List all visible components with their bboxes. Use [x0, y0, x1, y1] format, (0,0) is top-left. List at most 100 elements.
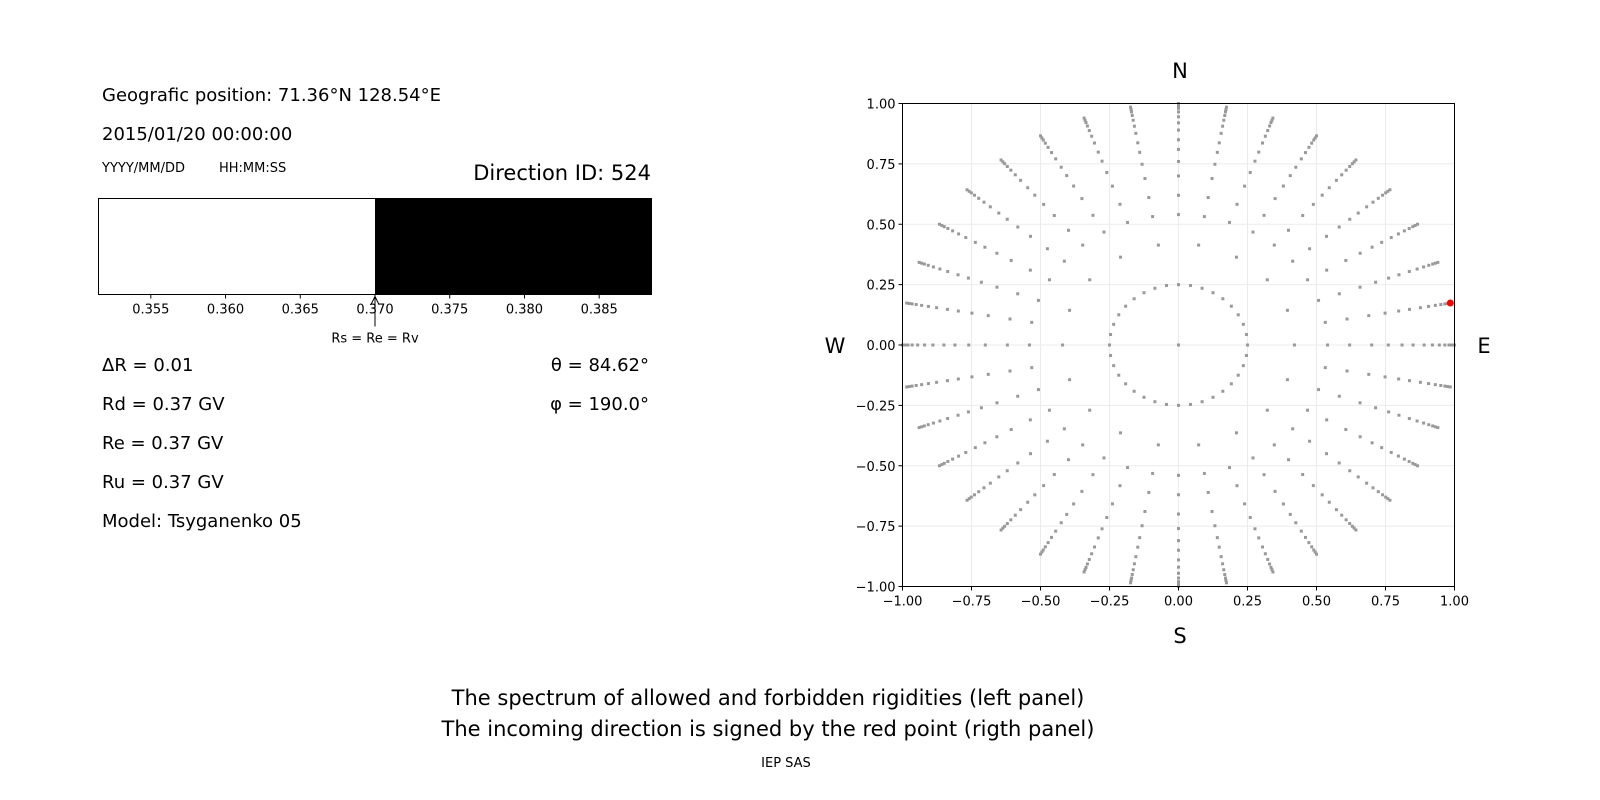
direction-point	[1400, 343, 1404, 347]
direction-point	[1443, 343, 1447, 347]
rd-value: Rd = 0.37 GV	[102, 394, 225, 415]
direction-point	[983, 245, 987, 249]
direction-point	[1003, 524, 1007, 528]
direction-point	[1431, 424, 1435, 428]
x-tick-label: −0.75	[952, 595, 992, 610]
direction-point	[946, 460, 950, 464]
direction-point	[1340, 173, 1344, 177]
direction-point	[1188, 284, 1192, 288]
direction-point	[1222, 568, 1226, 572]
direction-point	[1365, 481, 1369, 485]
y-tick-label: 0.50	[867, 218, 896, 233]
direction-point	[1088, 408, 1092, 412]
direction-point	[1083, 118, 1087, 122]
direction-point	[1177, 582, 1180, 586]
direction-point	[1131, 118, 1135, 122]
direction-point	[1236, 313, 1240, 317]
direction-point	[1177, 174, 1180, 178]
direction-point	[917, 260, 921, 264]
direction-point	[1340, 513, 1344, 517]
direction-point	[1177, 110, 1180, 114]
x-tick-label: 0.355	[132, 303, 169, 318]
credit: IEP SAS	[761, 756, 811, 771]
direction-point	[1177, 343, 1180, 347]
direction-point	[1257, 150, 1261, 154]
direction-point	[1396, 232, 1400, 236]
direction-point	[1320, 493, 1324, 497]
direction-point	[1386, 343, 1390, 347]
direction-point	[1248, 515, 1252, 519]
direction-point	[973, 240, 977, 244]
direction-point	[1387, 410, 1391, 414]
direction-point	[1367, 314, 1371, 318]
direction-point	[1033, 493, 1037, 497]
direction-point	[1039, 552, 1042, 556]
direction-point	[1374, 280, 1378, 284]
direction-point	[1027, 343, 1031, 347]
direction-point	[1376, 490, 1380, 494]
direction-point	[1324, 452, 1328, 456]
direction-point	[1177, 283, 1180, 287]
direction-point	[1083, 568, 1087, 572]
direction-point	[1215, 536, 1219, 540]
direction-point	[1177, 473, 1180, 477]
direction-point	[1241, 364, 1245, 368]
direction-point	[1043, 545, 1047, 549]
direction-point	[1140, 162, 1144, 166]
direction-point	[1244, 333, 1248, 337]
direction-point	[1118, 202, 1122, 206]
direction-point	[1248, 171, 1252, 175]
direction-point	[946, 269, 950, 273]
direction-point	[1224, 105, 1228, 109]
ru-value: Ru = 0.37 GV	[102, 472, 224, 493]
direction-point	[1087, 129, 1091, 133]
direction-point	[1448, 385, 1452, 389]
direction-point	[1291, 427, 1295, 431]
caption-line-2: The incoming direction is signed by the …	[441, 717, 1095, 741]
direction-point	[1200, 286, 1204, 290]
direction-point	[1215, 150, 1219, 154]
direction-point	[1054, 529, 1058, 533]
direction-point	[1124, 304, 1128, 308]
direction-point	[926, 304, 930, 308]
direction-point	[1427, 382, 1431, 386]
direction-point	[1134, 555, 1138, 559]
direction-point	[1059, 521, 1063, 525]
direction-point	[1105, 171, 1109, 175]
direction-point	[1142, 395, 1146, 399]
direction-point	[1380, 240, 1384, 244]
direction-point	[1387, 276, 1391, 280]
direction-point	[1084, 121, 1088, 125]
direction-point	[1348, 164, 1352, 168]
direction-point	[1273, 489, 1277, 493]
direction-point	[1324, 234, 1328, 238]
direction-point	[1407, 269, 1411, 273]
direction-point	[1408, 307, 1412, 311]
direction-point	[1439, 303, 1443, 307]
direction-point	[969, 495, 973, 499]
direction-point	[1177, 565, 1180, 569]
direction-point	[999, 528, 1003, 532]
direction-point	[1356, 475, 1360, 479]
direction-point	[1348, 522, 1352, 526]
direction-point	[1344, 428, 1348, 432]
direction-point	[1143, 509, 1147, 513]
direction-point	[942, 461, 946, 465]
direction-point	[1348, 343, 1352, 347]
direction-point	[1310, 545, 1314, 549]
rigidity-spectrum-chart: 0.355 0.360 0.365 0.370 0.375 0.380 0.385 Rs =…	[98, 198, 652, 347]
direction-point	[1253, 527, 1257, 531]
direction-point	[1433, 303, 1437, 307]
compass-east: E	[1477, 334, 1490, 358]
direction-point	[1313, 550, 1317, 554]
direction-point	[1129, 108, 1133, 112]
direction-point	[956, 377, 960, 381]
direction-point	[1029, 452, 1033, 456]
direction-point	[1217, 545, 1221, 549]
direction-point	[1265, 408, 1269, 412]
direction-point	[973, 446, 977, 450]
direction-point	[982, 486, 986, 490]
direction-point	[1344, 258, 1348, 262]
direction-point	[1301, 214, 1305, 218]
direction-point	[1090, 552, 1094, 556]
